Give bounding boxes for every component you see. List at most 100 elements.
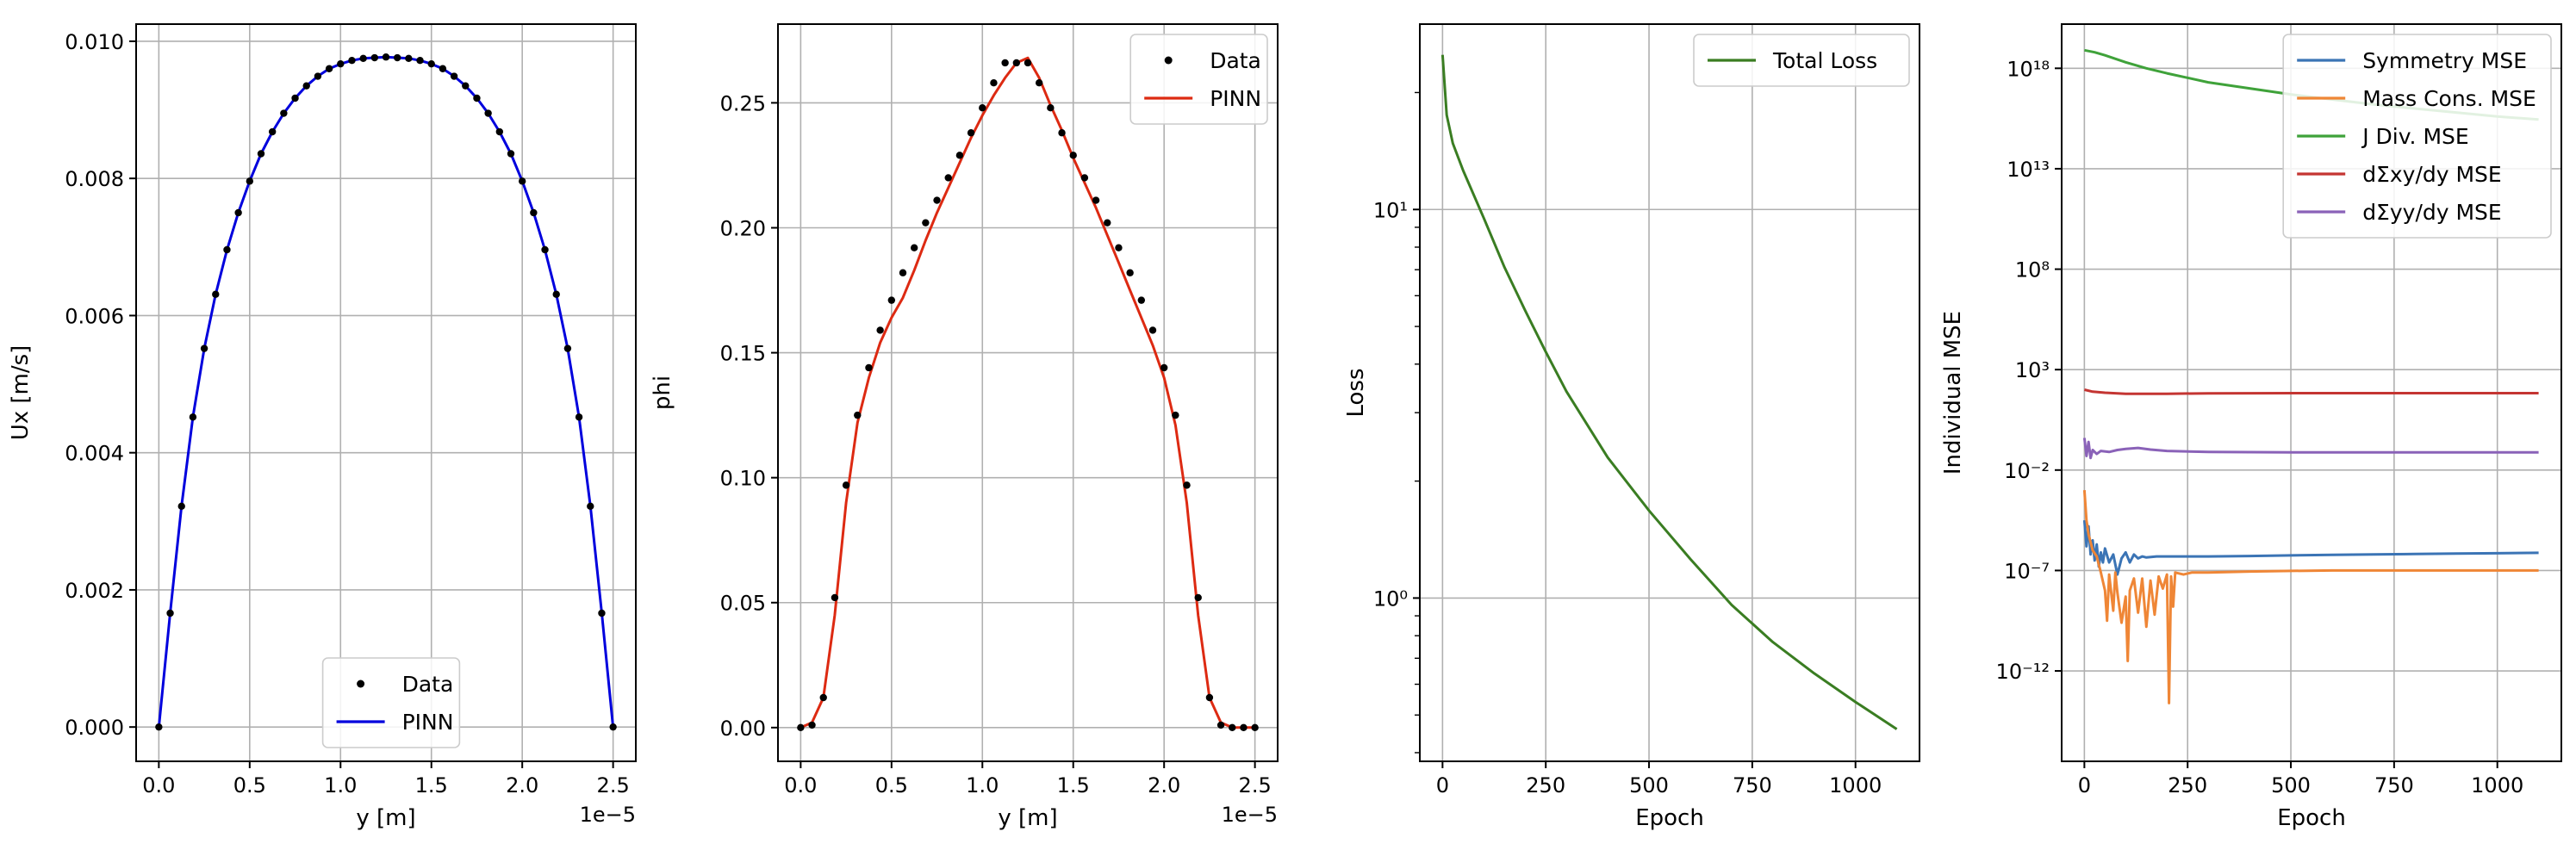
legend-label: Symmetry MSE [2362,48,2527,73]
data-point [876,326,884,334]
data-point [1148,326,1157,334]
y-tick-label: 10⁻² [2004,459,2050,483]
data-point [1001,59,1009,67]
plot-area [797,56,1259,732]
data-point [280,109,288,117]
y-tick-label: 10⁰ [1373,586,1408,611]
data-point [808,721,816,729]
legend: Data PINN [1129,34,1268,125]
data-point [530,208,538,217]
data-point [223,245,231,254]
data-point [473,94,481,102]
data-point [291,94,299,102]
legend: Data PINN [321,657,461,748]
data-point [1080,174,1089,182]
data-point [575,413,583,421]
chart-panel-4: 0 250 500 750 1000 10⁻¹² 10⁻⁷ 10⁻² 10³ 10⁸ 10¹³ 10¹… [1940,23,2562,831]
data-point [166,609,174,617]
legend-label: Total Loss [1772,48,1877,73]
data-point [1126,269,1134,276]
legend-box [321,657,461,748]
legend-label: dΣyy/dy MSE [2362,200,2502,225]
plot-area [155,53,617,731]
y-tick-label: 0.00 [720,717,766,741]
data-point [189,413,197,421]
data-point [598,609,606,617]
data-point [518,177,526,185]
data-point [246,177,254,185]
data-point [609,723,617,731]
x-tick-label: 0 [1436,773,1449,797]
legend-label: Mass Cons. MSE [2362,86,2536,111]
data-point [200,344,208,352]
y-tick-label: 10³ [2015,358,2050,382]
data-point [541,245,549,254]
y-tick-label: 0.006 [65,304,124,328]
data-point [1183,481,1191,489]
y-tick-label: 0.010 [65,30,124,54]
x-tick-label: 1.0 [966,773,999,797]
series-line-pinn [800,56,1255,729]
legend-box [1693,34,1910,87]
series-line-pinn [157,55,615,728]
data-point [552,290,560,298]
axes-frame [135,23,637,762]
data-point [1137,296,1146,304]
data-point [797,723,805,732]
data-point [1058,129,1066,137]
data-point [1240,723,1248,732]
x-tick-label: 250 [1526,773,1565,797]
data-point [370,53,379,62]
data-point [1251,723,1259,732]
data-point [348,57,356,65]
axes-frame [1419,23,1920,762]
x-tick-label: 1.0 [324,773,357,797]
data-point [1160,363,1168,372]
data-point [1035,78,1043,87]
data-point [1205,693,1214,702]
data-point [257,150,265,158]
y-tick-label: 10¹ [1373,198,1408,222]
data-point [899,269,907,276]
legend-marker [1164,56,1173,65]
data-point [979,104,986,112]
x-tick-label: 2.5 [597,773,630,797]
axes-frame [2061,23,2562,762]
y-tick-label: 10⁻⁷ [2004,559,2050,583]
series-line-d-yy-dy-mse [2082,438,2539,460]
legend-box [2282,34,2552,239]
data-point [325,65,333,72]
y-tick-label: 0.004 [65,442,124,466]
data-point [462,82,470,90]
x-axis-label: Epoch [2277,805,2346,831]
data-point [854,411,862,419]
data-point [1104,219,1111,227]
x-tick-label: 1.5 [415,773,448,797]
x-tick-label: 0.0 [142,773,175,797]
y-tick-label: 10¹⁸ [2007,57,2050,81]
x-tick-label: 750 [2374,773,2414,797]
legend-label: J Div. MSE [2361,124,2469,149]
data-point [268,127,277,136]
legend-label: Data [402,672,454,697]
chart-panel-2: 0.0 0.5 1.0 1.5 2.0 2.5 0.00 0.05 0.10 0.15 0.20 0.… [650,23,1279,831]
data-point [314,72,322,80]
x-tick-label: 500 [1629,773,1669,797]
legend-marker [357,680,365,688]
x-offset-label: 1e−5 [580,803,636,827]
data-point [955,152,964,159]
data-point [427,59,435,68]
data-point [933,196,941,204]
y-tick-label: 10⁸ [2015,258,2050,282]
data-point [439,65,447,72]
data-point [944,174,952,182]
data-point [831,593,839,602]
chart-panel-3: 0 250 500 750 1000 10⁰ 10¹ Epoch Loss Total Loss [1343,23,1920,831]
x-axis-label: y [m] [356,805,415,831]
data-point [1047,104,1055,112]
data-point [1229,723,1236,732]
data-point [450,72,458,80]
data-point [507,150,515,158]
y-tick-label: 0.05 [720,592,766,616]
